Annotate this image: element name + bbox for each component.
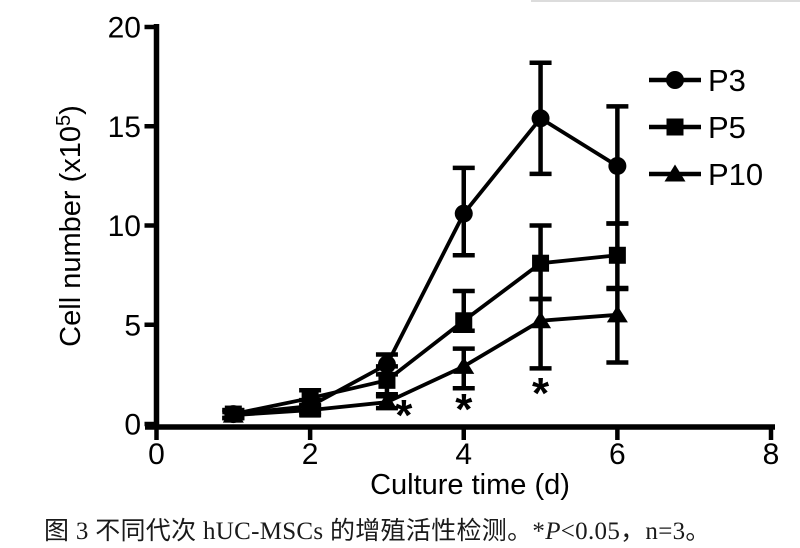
circle-marker: [608, 156, 627, 175]
x-tick-label: 4: [455, 438, 472, 471]
legend-label-P5: P5: [708, 110, 746, 145]
square-marker: [666, 118, 684, 136]
x-tick-label: 8: [763, 438, 780, 471]
triangle-marker: [453, 356, 475, 374]
series-P3: [222, 60, 629, 424]
x-axis: 0 2 4 6 8 Culture time (d): [145, 424, 780, 501]
x-tick-label: 0: [148, 438, 165, 471]
top-edge-artifact: [531, 0, 800, 2]
line-chart: 0 2 4 6 8 Culture time (d) 0 5 10 15 20 Cell number…: [53, 12, 780, 502]
figure-caption: 图 3 不同代次 hUC-MSCs 的增殖活性检测。*P<0.05，n=3。: [44, 511, 796, 547]
series-P10: [222, 285, 629, 423]
triangle-marker: [664, 164, 686, 182]
y-tick-label: 10: [108, 210, 141, 243]
x-tick-label: 2: [302, 438, 319, 471]
circle-marker: [666, 71, 684, 89]
y-tick-label: 5: [124, 309, 141, 342]
asterisk-annotation: *: [455, 385, 473, 434]
triangle-marker: [376, 392, 398, 410]
series-P5: [222, 221, 629, 423]
square-marker: [455, 312, 473, 330]
legend-label-P10: P10: [708, 157, 763, 192]
x-axis-label: Culture time (d): [370, 469, 570, 501]
legend: P3 P5 P10: [649, 63, 763, 192]
square-marker: [378, 371, 396, 389]
caption-stats: <0.05，n=3。: [560, 518, 711, 545]
triangle-marker: [530, 311, 552, 329]
y-axis-label: Cell number (x105): [53, 105, 87, 347]
y-axis: 0 5 10 15 20 Cell number (x105): [53, 12, 160, 442]
y-tick-label: 20: [108, 12, 141, 45]
triangle-marker: [222, 405, 244, 423]
circle-marker: [454, 204, 473, 223]
significance-asterisks: * * *: [395, 369, 550, 440]
caption-text: 图 3 不同代次 hUC-MSCs 的增殖活性检测。*: [44, 518, 546, 545]
square-marker: [608, 246, 626, 264]
x-tick-label: 6: [609, 438, 626, 471]
asterisk-annotation: *: [532, 369, 550, 418]
circle-marker: [531, 109, 550, 128]
triangle-marker: [299, 400, 321, 418]
y-tick-label: 0: [124, 409, 141, 442]
square-marker: [532, 254, 550, 272]
asterisk-annotation: *: [395, 391, 413, 440]
legend-label-P3: P3: [708, 63, 746, 98]
triangle-marker: [606, 305, 628, 323]
y-tick-label: 15: [108, 111, 141, 144]
square-marker: [301, 389, 319, 407]
caption-p-italic: P: [545, 518, 561, 545]
